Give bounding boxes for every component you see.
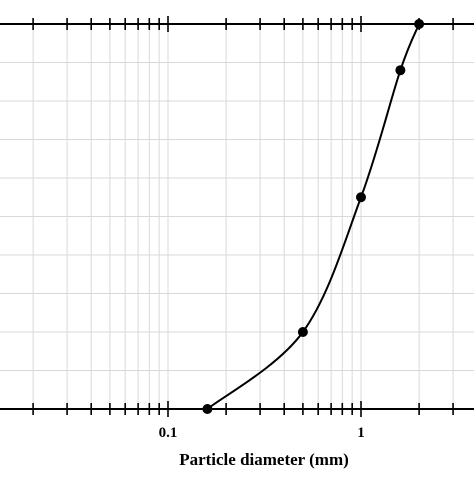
grid-layer bbox=[0, 24, 474, 409]
marker-layer bbox=[202, 19, 425, 414]
data-point-marker bbox=[202, 404, 213, 414]
data-point-marker bbox=[356, 192, 366, 203]
data-point-marker bbox=[414, 19, 425, 29]
data-point-marker bbox=[395, 65, 406, 76]
plot-frame bbox=[0, 23, 474, 410]
x-tick-label: 0.1 bbox=[159, 425, 178, 441]
x-axis-title: Particle diameter (mm) bbox=[179, 450, 349, 469]
tick-marks bbox=[32, 16, 454, 417]
x-tick-label: 1 bbox=[357, 425, 365, 441]
tick-labels: 0.1 1 bbox=[159, 425, 365, 441]
data-point-marker bbox=[297, 327, 308, 337]
